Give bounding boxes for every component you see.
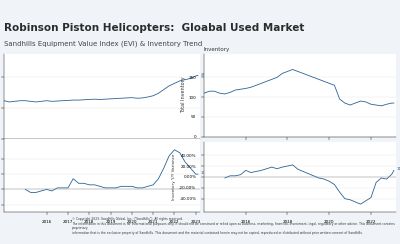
Text: 11.94%: 11.94% (397, 167, 400, 171)
Text: © Copyright 2023, Sandhills Global, Inc. ("Sandhills"). All rights reserved.
The: © Copyright 2023, Sandhills Global, Inc.… (72, 217, 395, 235)
Y-axis label: Inventory Y/Y Variance: Inventory Y/Y Variance (172, 154, 176, 200)
Text: 10.00%: 10.00% (201, 171, 216, 175)
Text: Sandhills Equipment Value Index (EVI) & Inventory Trend: Sandhills Equipment Value Index (EVI) & … (4, 41, 202, 47)
Text: Robinson Piston Helicopters:  Gloabal Used Market: Robinson Piston Helicopters: Gloabal Use… (4, 22, 304, 32)
Text: Inventory: Inventory (204, 47, 230, 52)
Y-axis label: Total Inventory: Total Inventory (181, 77, 186, 113)
Text: $103k: $103k (201, 72, 213, 76)
